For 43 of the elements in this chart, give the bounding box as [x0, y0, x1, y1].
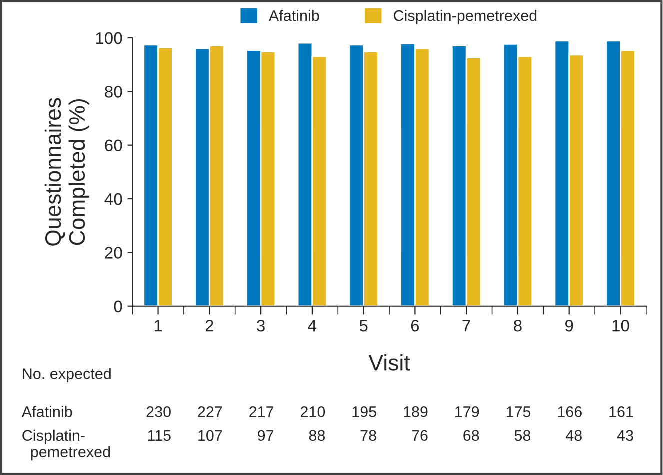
text: 161 — [610, 406, 634, 418]
text: 179 — [456, 406, 480, 418]
x-tick-label: 4 — [308, 320, 317, 332]
text: 175 — [506, 406, 531, 418]
y-tick-label: 40 — [104, 193, 122, 206]
text: 210 — [300, 406, 326, 418]
text: 58 — [514, 430, 531, 442]
x-tick-label: 1 — [154, 320, 162, 332]
x-tick-label: 6 — [411, 320, 420, 332]
legend-label: Cisplatin-pemetrexed — [394, 10, 537, 24]
y-axis-title: Questionnaires Completed (%) — [44, 98, 90, 246]
text: 230 — [146, 406, 171, 418]
y-tick-label: 20 — [105, 247, 122, 259]
text: 43 — [617, 430, 634, 442]
x-tick-label: 7 — [462, 320, 470, 332]
text: 115 — [148, 430, 171, 442]
text: 189 — [404, 406, 428, 418]
text: 217 — [250, 406, 274, 418]
legend-label: Afatinib — [268, 10, 320, 22]
x-tick-label: 9 — [566, 320, 574, 332]
text: 76 — [412, 430, 428, 442]
text: Afatinib — [22, 406, 72, 418]
text: 48 — [566, 430, 582, 442]
text: Cisplatin- pemetrexed — [22, 430, 110, 461]
y-tick-label: 100 — [96, 32, 122, 44]
x-tick-label: 3 — [257, 320, 265, 332]
x-tick-label: 10 — [612, 320, 630, 332]
y-tick-label: 0 — [114, 300, 122, 313]
y-tick-label: 60 — [105, 140, 122, 152]
text: 227 — [198, 406, 222, 418]
text: No. expected — [23, 368, 111, 382]
text: 97 — [258, 430, 274, 442]
x-tick-label: 5 — [360, 320, 368, 332]
text: 166 — [558, 406, 582, 418]
text: 78 — [360, 430, 376, 442]
text: 88 — [309, 430, 326, 442]
x-tick-label: 2 — [206, 320, 214, 332]
text: 107 — [198, 430, 222, 442]
x-tick-label: 8 — [514, 320, 522, 332]
y-tick-label: 80 — [105, 86, 122, 98]
text: 68 — [464, 430, 480, 442]
text: 195 — [352, 406, 376, 418]
x-axis-title: Visit — [368, 354, 410, 371]
